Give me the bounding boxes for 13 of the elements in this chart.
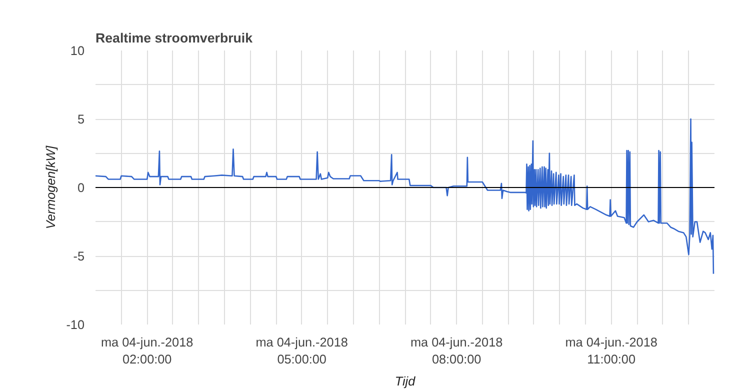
y-tick-label: -10 (66, 318, 85, 332)
line-series (96, 118, 714, 274)
x-tick-label: ma 04-jun.-2018 02:00:00 (101, 336, 194, 366)
y-tick-label: 0 (77, 181, 85, 195)
x-axis-title: Tijd (394, 374, 416, 388)
y-tick-label: 5 (77, 112, 85, 126)
x-tick-label: ma 04-jun.-2018 11:00:00 (565, 336, 658, 366)
x-tick-label: ma 04-jun.-2018 08:00:00 (410, 336, 503, 366)
y-tick-label: -5 (73, 250, 85, 264)
y-tick-label: 10 (70, 44, 84, 58)
x-tick-label: ma 04-jun.-2018 05:00:00 (256, 336, 348, 366)
chart-title: Realtime stroomverbruik (96, 30, 254, 46)
y-axis-title: Vermogen[kW] (44, 145, 58, 230)
